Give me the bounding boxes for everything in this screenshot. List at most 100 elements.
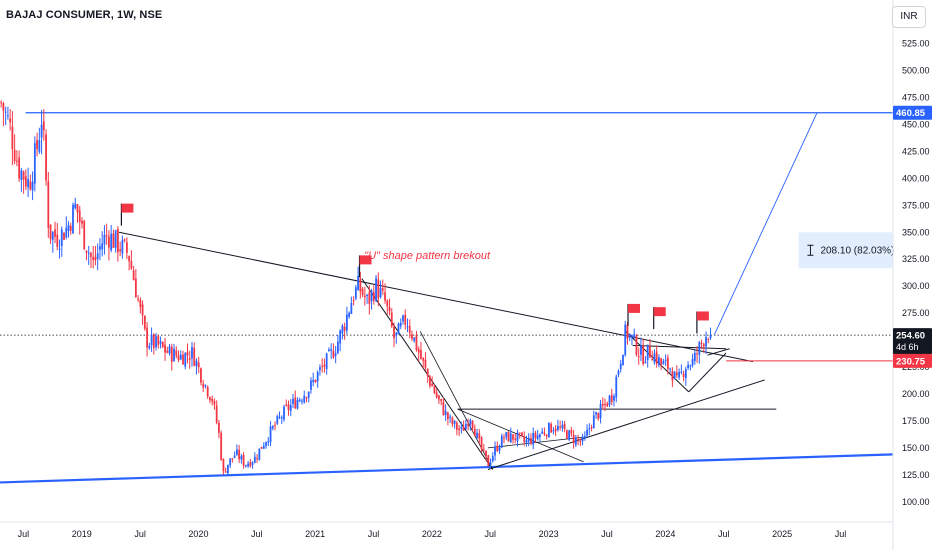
flag-icon [359,255,372,265]
candle-body [601,403,604,406]
candle-body [379,288,382,297]
candle-body [514,438,517,440]
candle-body [516,432,519,442]
price-axis[interactable]: 525.00 500.00 475.00 450.00 425.00 400.00 375.… [892,0,932,550]
candle-body [599,404,602,419]
candle-body [188,358,191,360]
candle-body [345,314,348,331]
candle-body [125,242,128,253]
candle-body [155,336,157,348]
candle-body [164,344,166,353]
candle-body [218,422,220,433]
candle-body [105,235,108,237]
candle-body [85,250,88,253]
candle-body [341,325,344,334]
candle-body [13,149,16,162]
annotation-layer: 208.10 (82.03%) "U" shape pattern brekout [120,112,894,335]
candle-body [260,446,263,449]
candle-body [581,436,584,442]
candle-body [626,325,629,339]
candle-body [698,342,701,355]
price-tick-label: 275.00 [902,308,930,318]
candle-body [370,290,373,302]
candle-body [238,449,241,460]
candle-body [170,346,173,362]
time-tick-label: 2023 [539,529,559,539]
time-tick-label: 2025 [772,529,792,539]
candle-body [339,330,342,344]
candle-body [235,449,238,455]
candle-body [550,424,553,433]
price-tick-label: 100.00 [902,497,930,507]
candle-body [130,260,133,269]
candle-body [489,462,492,466]
candle-body [2,103,5,111]
candle-body [36,140,38,150]
candle-body [128,256,131,262]
candle-body [397,323,400,335]
currency-button[interactable]: INR [892,6,926,28]
candle-body [222,459,225,472]
price-tag-label: 460.85 [896,108,926,119]
candle-body [420,350,422,359]
candle-body [548,422,550,437]
candle-body [20,170,23,180]
candle-body [11,126,14,150]
candle-body [471,420,474,429]
candle-body [680,371,683,373]
measure-box [798,232,893,269]
candle-body [33,143,36,184]
candle-body [285,404,288,406]
time-tick-label: 2022 [422,529,442,539]
candle-body [292,398,294,404]
candle-body [289,404,292,411]
candle-body [51,232,54,240]
candle-body [583,435,586,439]
candle-body [269,426,272,443]
candle-body [119,249,122,252]
candle-body [45,134,47,181]
candle-body [662,361,665,365]
candle-body [258,448,261,460]
candle-body [72,204,74,234]
candle-body [15,160,18,162]
candle-body [545,434,548,437]
candle-body [47,181,50,228]
price-tag [893,105,932,120]
candle-body [249,462,252,467]
candle-body [278,416,281,418]
candle-body [574,437,577,445]
candle-body [709,335,712,339]
candle-body [372,291,375,301]
candle-body [274,425,276,427]
candle-body [649,346,651,358]
candle-body [521,432,523,436]
candle-body [498,447,501,451]
falling-trendline-2 [419,331,493,470]
candle-body [381,288,384,291]
candle-body [148,345,151,349]
candle-body [271,426,274,429]
price-tick-label: 200.00 [902,389,930,399]
candle-body [673,371,676,380]
candle-body [323,364,326,367]
candle-body [438,395,440,400]
time-tick-label: 2024 [655,529,675,539]
price-tick-label: 525.00 [902,39,930,49]
time-axis[interactable]: Jul 2019 Jul 2020 Jul 2021 Jul 2022 Jul 2023 Jul 20… [0,521,893,539]
candle-body [554,428,557,432]
candle-body [328,349,330,352]
candle-body [424,359,427,368]
candle-body [305,397,308,399]
price-tick-label: 500.00 [902,66,930,76]
candle-body [628,334,631,338]
candle-body [110,233,113,251]
candle-body [197,362,200,368]
candle-body [644,361,647,363]
candle-body [386,300,389,307]
candle-body [240,455,243,460]
candle-body [81,220,83,224]
candle-body [226,464,229,474]
candle-body [287,404,290,411]
